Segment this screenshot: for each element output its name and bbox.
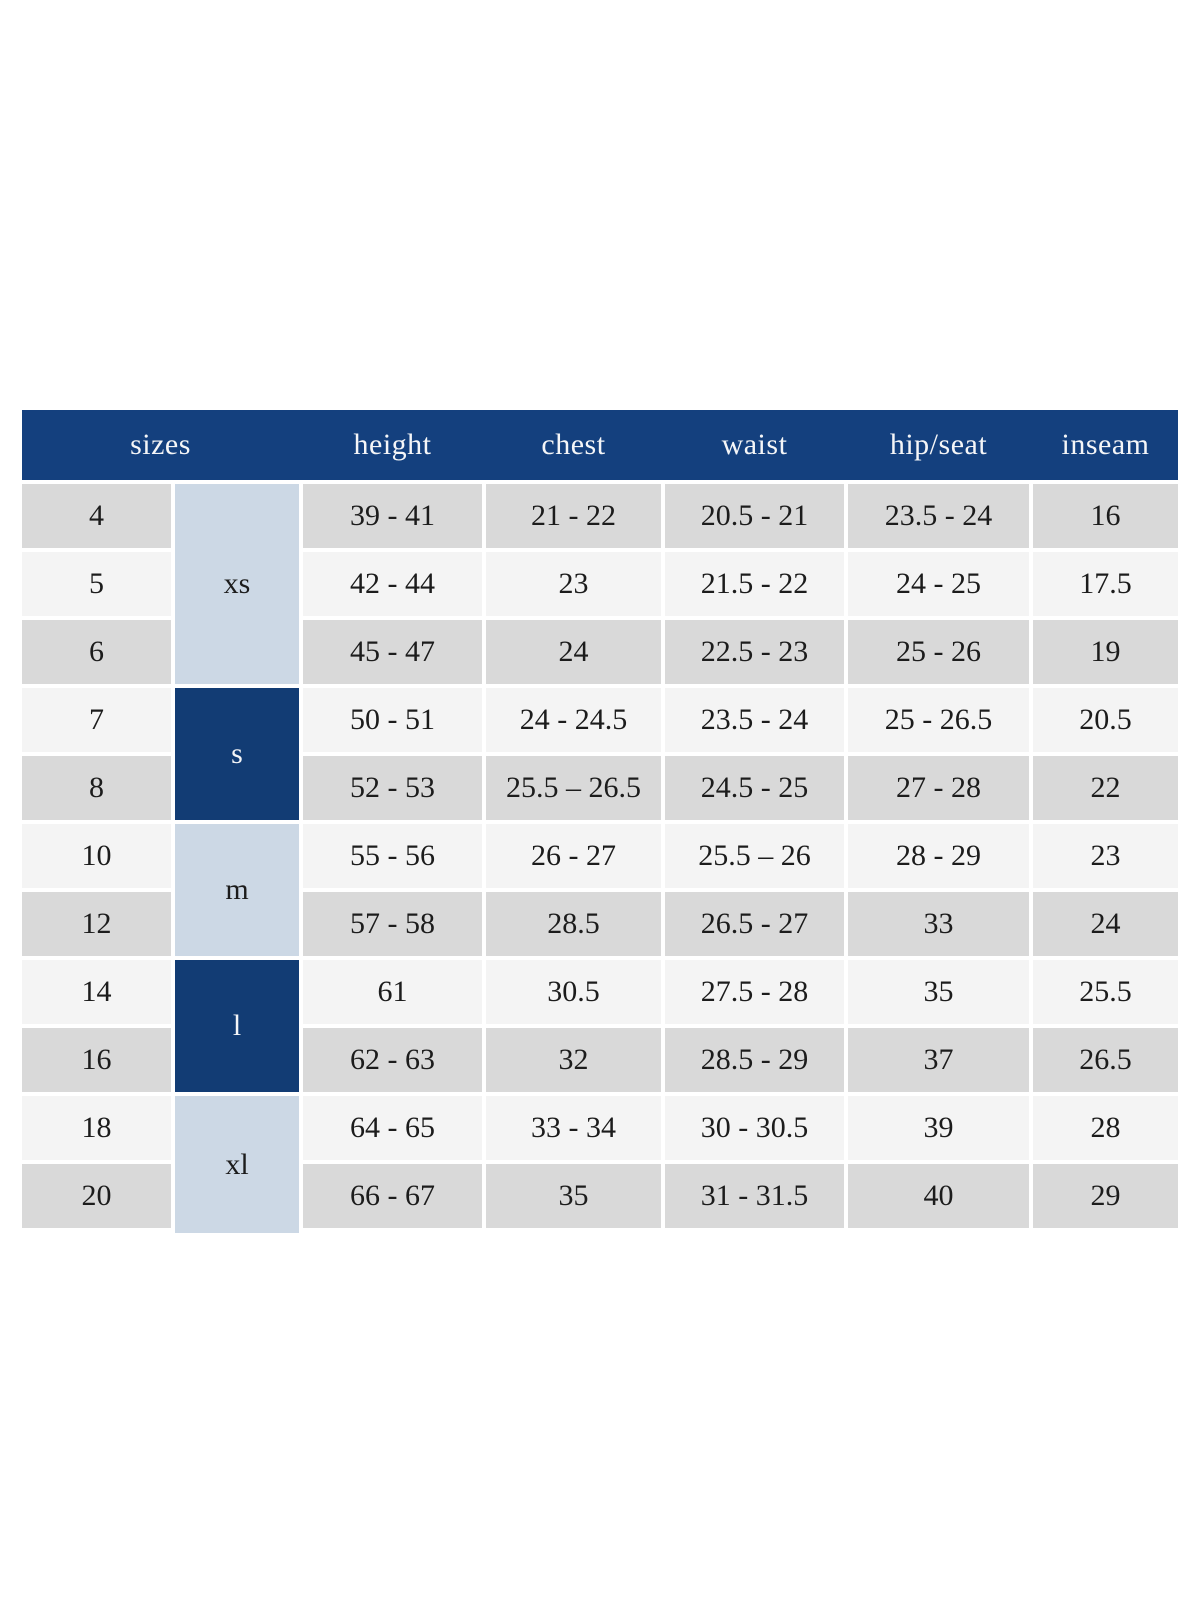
cell-chest: 30.5 <box>486 960 661 1024</box>
cell-size-number: 20 <box>22 1164 171 1228</box>
cell-size-number: 18 <box>22 1096 171 1160</box>
cell-waist: 28.5 - 29 <box>665 1028 844 1092</box>
cell-size-number: 10 <box>22 824 171 888</box>
column-header-chest: chest <box>541 428 606 461</box>
cell-waist: 26.5 - 27 <box>665 892 844 956</box>
cell-inseam: 29 <box>1033 1164 1178 1228</box>
cell-waist: 24.5 - 25 <box>665 756 844 820</box>
cell-inseam: 22 <box>1033 756 1178 820</box>
column-header-waist: waist <box>721 428 788 461</box>
cell-height: 42 - 44 <box>303 552 482 616</box>
cell-chest: 26 - 27 <box>486 824 661 888</box>
cell-waist: 27.5 - 28 <box>665 960 844 1024</box>
cell-inseam: 23 <box>1033 824 1178 888</box>
size-group-xl: xl <box>175 1096 299 1233</box>
cell-size-number: 6 <box>22 620 171 684</box>
cell-inseam: 20.5 <box>1033 688 1178 752</box>
cell-inseam: 24 <box>1033 892 1178 956</box>
cell-waist: 31 - 31.5 <box>665 1164 844 1228</box>
cell-hip-seat: 35 <box>848 960 1029 1024</box>
cell-chest: 32 <box>486 1028 661 1092</box>
cell-chest: 23 <box>486 552 661 616</box>
cell-size-number: 16 <box>22 1028 171 1092</box>
cell-height: 57 - 58 <box>303 892 482 956</box>
cell-height: 45 - 47 <box>303 620 482 684</box>
cell-hip-seat: 27 - 28 <box>848 756 1029 820</box>
cell-hip-seat: 25 - 26.5 <box>848 688 1029 752</box>
cell-hip-seat: 24 - 25 <box>848 552 1029 616</box>
cell-height: 52 - 53 <box>303 756 482 820</box>
cell-height: 62 - 63 <box>303 1028 482 1092</box>
cell-size-number: 14 <box>22 960 171 1024</box>
cell-chest: 25.5 – 26.5 <box>486 756 661 820</box>
cell-hip-seat: 25 - 26 <box>848 620 1029 684</box>
cell-chest: 28.5 <box>486 892 661 956</box>
cell-height: 64 - 65 <box>303 1096 482 1160</box>
size-group-m: m <box>175 824 299 956</box>
cell-inseam: 17.5 <box>1033 552 1178 616</box>
size-group-s: s <box>175 688 299 820</box>
cell-height: 39 - 41 <box>303 484 482 548</box>
cell-size-number: 5 <box>22 552 171 616</box>
cell-inseam: 25.5 <box>1033 960 1178 1024</box>
size-group-xs: xs <box>175 484 299 684</box>
cell-inseam: 16 <box>1033 484 1178 548</box>
cell-waist: 22.5 - 23 <box>665 620 844 684</box>
size-group-l: l <box>175 960 299 1092</box>
cell-chest: 24 - 24.5 <box>486 688 661 752</box>
cell-size-number: 7 <box>22 688 171 752</box>
table-body: 4 39 - 41 21 - 22 20.5 - 21 23.5 - 24 16 5 42 -… <box>22 484 1178 1233</box>
cell-inseam: 28 <box>1033 1096 1178 1160</box>
cell-size-number: 8 <box>22 756 171 820</box>
cell-hip-seat: 40 <box>848 1164 1029 1228</box>
column-header-sizes: sizes <box>130 428 191 461</box>
cell-hip-seat: 39 <box>848 1096 1029 1160</box>
cell-waist: 20.5 - 21 <box>665 484 844 548</box>
cell-chest: 24 <box>486 620 661 684</box>
column-header-hip-seat: hip/seat <box>889 428 988 461</box>
cell-size-number: 12 <box>22 892 171 956</box>
column-header-inseam: inseam <box>1061 428 1150 461</box>
cell-waist: 23.5 - 24 <box>665 688 844 752</box>
cell-height: 50 - 51 <box>303 688 482 752</box>
table-header-row: sizes height chest waist hip/seat inseam <box>22 410 1178 480</box>
size-chart-table: sizes height chest waist hip/seat inseam 4 39 … <box>22 410 1178 1233</box>
cell-height: 55 - 56 <box>303 824 482 888</box>
cell-hip-seat: 28 - 29 <box>848 824 1029 888</box>
cell-chest: 21 - 22 <box>486 484 661 548</box>
cell-chest: 35 <box>486 1164 661 1228</box>
cell-inseam: 19 <box>1033 620 1178 684</box>
cell-inseam: 26.5 <box>1033 1028 1178 1092</box>
column-header-height: height <box>353 428 432 461</box>
cell-height: 61 <box>303 960 482 1024</box>
cell-waist: 25.5 – 26 <box>665 824 844 888</box>
cell-size-number: 4 <box>22 484 171 548</box>
cell-waist: 21.5 - 22 <box>665 552 844 616</box>
cell-waist: 30 - 30.5 <box>665 1096 844 1160</box>
cell-chest: 33 - 34 <box>486 1096 661 1160</box>
cell-hip-seat: 33 <box>848 892 1029 956</box>
cell-height: 66 - 67 <box>303 1164 482 1228</box>
cell-hip-seat: 37 <box>848 1028 1029 1092</box>
cell-hip-seat: 23.5 - 24 <box>848 484 1029 548</box>
